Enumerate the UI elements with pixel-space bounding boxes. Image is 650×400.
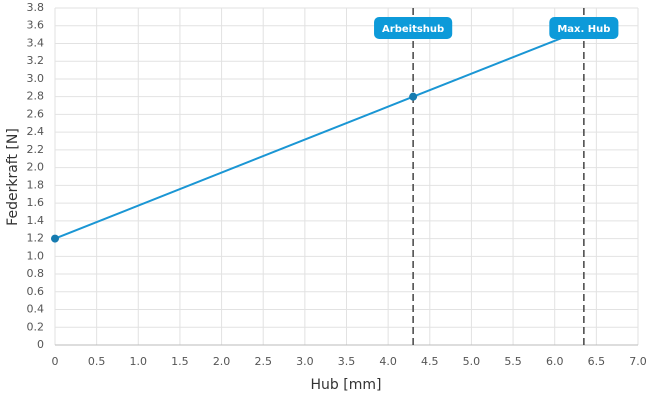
x-tick-label: 7.0 <box>629 355 647 368</box>
x-tick-label: 1.0 <box>130 355 148 368</box>
x-tick-label: 0 <box>52 355 59 368</box>
y-tick-label: 0.6 <box>27 285 45 298</box>
x-axis-title: Hub [mm] <box>311 377 382 393</box>
x-tick-label: 3.5 <box>338 355 356 368</box>
x-tick-label: 0.5 <box>88 355 106 368</box>
y-tick-label: 1.8 <box>27 178 45 191</box>
y-tick-label: 2.2 <box>27 143 45 156</box>
x-tick-label: 5.5 <box>504 355 522 368</box>
data-point <box>409 92 418 101</box>
y-tick-label: 3.0 <box>27 72 45 85</box>
reference-label: Max. Hub <box>557 24 610 35</box>
y-tick-label: 3.4 <box>27 36 45 49</box>
x-tick-label: 5.0 <box>463 355 481 368</box>
y-tick-label: 0.8 <box>27 267 45 280</box>
y-axis-title: Federkraft [N] <box>5 128 21 226</box>
y-tick-label: 1.4 <box>27 214 45 227</box>
y-tick-label: 0 <box>37 338 44 351</box>
y-tick-label: 3.8 <box>27 1 45 14</box>
x-tick-label: 3.0 <box>296 355 314 368</box>
y-tick-label: 1.6 <box>27 196 45 209</box>
x-tick-label: 2.0 <box>213 355 231 368</box>
reference-label-box <box>549 17 619 39</box>
x-tick-label: 6.5 <box>588 355 606 368</box>
data-line <box>54 28 585 240</box>
y-tick-label: 3.6 <box>27 19 45 32</box>
y-tick-label: 0.2 <box>27 320 45 333</box>
x-tick-label: 4.5 <box>421 355 439 368</box>
y-tick-label: 1.2 <box>27 232 45 245</box>
x-tick-label: 1.5 <box>171 355 189 368</box>
y-tick-label: 2.8 <box>27 90 45 103</box>
y-tick-label: 3.2 <box>27 54 45 67</box>
data-point <box>51 234 59 243</box>
y-tick-label: 0.4 <box>27 303 45 316</box>
y-tick-label: 1.0 <box>27 249 45 262</box>
reference-label: Arbeitshub <box>382 24 444 35</box>
reference-label-box <box>374 17 453 39</box>
x-tick-label: 6.0 <box>546 355 564 368</box>
y-tick-label: 2.6 <box>27 107 45 120</box>
x-tick-label: 2.5 <box>254 355 272 368</box>
x-tick-label: 4.0 <box>379 355 397 368</box>
y-tick-label: 2.0 <box>27 161 45 174</box>
y-tick-label: 2.4 <box>27 125 45 138</box>
